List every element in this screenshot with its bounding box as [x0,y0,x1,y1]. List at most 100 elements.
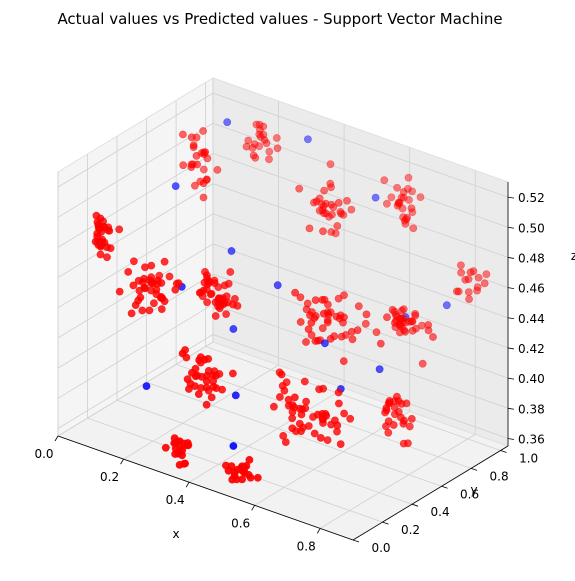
actual-point [347,415,354,422]
z-axis-label: z [571,249,575,263]
actual-point [383,314,390,321]
actual-point [306,225,313,232]
actual-point [348,206,355,213]
actual-point [159,295,166,302]
actual-point [245,471,252,478]
actual-point [475,274,482,281]
y-tick [501,450,507,452]
actual-point [406,318,413,325]
y-axis-label: y [470,483,477,497]
actual-point [481,280,488,287]
actual-point [483,271,490,278]
y-tick [412,504,418,506]
actual-point [314,337,321,344]
actual-point [105,227,112,234]
actual-point [175,280,182,287]
actual-point [417,194,424,201]
x-tick-label: 0.4 [166,493,185,507]
actual-point [328,228,335,235]
actual-point [292,428,299,435]
x-tick [252,505,255,510]
z-tick-label: 0.40 [518,372,545,386]
actual-point [200,287,207,294]
actual-point [229,301,236,308]
z-tick [508,227,514,228]
z-tick [508,348,514,349]
actual-point [172,450,179,457]
axis-panes [58,78,508,540]
actual-point [162,444,169,451]
predicted-point [224,119,231,126]
actual-point [150,300,157,307]
actual-point [311,430,318,437]
actual-point [265,156,272,163]
y-tick-label: 1.0 [519,451,538,465]
y-tick [442,486,448,488]
actual-point [337,441,344,448]
actual-point [214,166,221,173]
actual-point [337,210,344,217]
actual-point [132,302,139,309]
x-tick [317,528,320,533]
actual-point [291,394,298,401]
actual-point [161,258,168,265]
actual-point [203,176,210,183]
actual-point [405,174,412,181]
z-tick-label: 0.46 [518,282,545,296]
chart-title: Actual values vs Predicted values - Supp… [57,10,502,28]
actual-point [398,307,405,314]
actual-point [322,200,329,207]
actual-point [324,437,331,444]
actual-point [184,376,191,383]
x-tick-label: 0.6 [231,516,250,530]
actual-point [281,387,288,394]
predicted-point [230,442,237,449]
actual-point [137,294,144,301]
actual-point [103,244,110,251]
actual-point [377,340,384,347]
actual-point [278,371,285,378]
actual-point [200,166,207,173]
actual-point [276,393,283,400]
actual-point [182,460,189,467]
x-tick-label: 0.0 [34,447,53,461]
actual-point [305,326,312,333]
actual-point [340,314,347,321]
z-tick [508,288,514,289]
actual-point [334,422,341,429]
actual-point [457,262,464,269]
actual-point [282,439,289,446]
z-tick [508,197,514,198]
actual-point [212,312,219,319]
actual-point [200,194,207,201]
actual-point [261,136,268,143]
actual-point [243,143,250,150]
actual-point [239,476,246,483]
actual-point [250,152,257,159]
predicted-point [443,302,450,309]
actual-point [227,268,234,275]
actual-point [246,456,253,463]
actual-point [301,378,308,385]
actual-point [408,205,415,212]
actual-point [319,228,326,235]
actual-point [385,429,392,436]
actual-point [429,333,436,340]
actual-point [323,412,330,419]
actual-point [302,338,309,345]
actual-point [154,277,161,284]
actual-point [185,442,192,449]
actual-point [343,197,350,204]
z-tick-label: 0.42 [518,342,545,356]
actual-point [270,403,277,410]
actual-point [229,476,236,483]
actual-point [172,286,179,293]
predicted-point [321,340,328,347]
y-tick [471,468,477,470]
actual-point [201,356,208,363]
actual-point [400,194,407,201]
actual-point [308,319,315,326]
actual-point [305,422,312,429]
actual-point [191,383,198,390]
